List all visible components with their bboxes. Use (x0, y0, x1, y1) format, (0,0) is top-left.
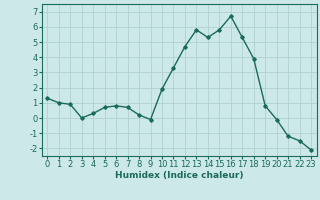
X-axis label: Humidex (Indice chaleur): Humidex (Indice chaleur) (115, 171, 244, 180)
